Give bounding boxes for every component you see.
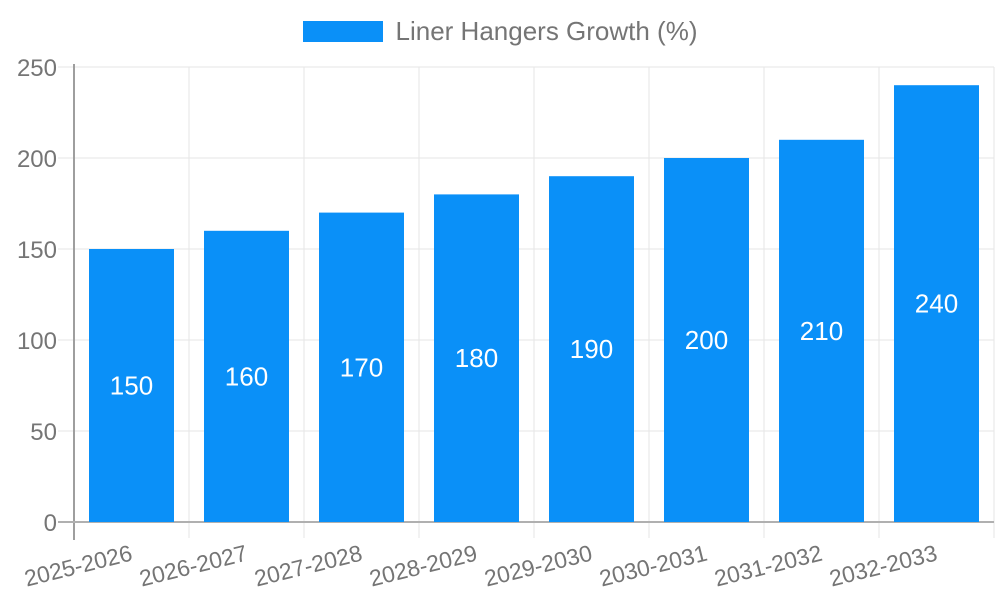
- y-tick-label: 200: [17, 146, 57, 173]
- x-tick-label: 2030-2031: [597, 540, 710, 592]
- y-tick-label: 150: [17, 237, 57, 264]
- x-tick-label: 2026-2027: [137, 540, 250, 592]
- x-tick-label: 2029-2030: [482, 540, 595, 592]
- x-tick-label: 2031-2032: [712, 540, 825, 592]
- bar-2026-2027[interactable]: [204, 230, 289, 523]
- bar-value-label: 170: [340, 352, 383, 382]
- y-tick-label: 250: [17, 55, 57, 82]
- bar-2029-2030[interactable]: [549, 176, 634, 522]
- bar-2028-2029[interactable]: [434, 194, 519, 522]
- bar-2032-2033[interactable]: [894, 85, 979, 522]
- bar-value-label: 200: [685, 325, 728, 355]
- legend-item[interactable]: Liner Hangers Growth (%): [302, 16, 698, 46]
- bar-value-label: 150: [110, 371, 153, 401]
- bar-2030-2031[interactable]: [664, 158, 749, 522]
- bar-value-label: 210: [800, 316, 843, 346]
- bar-2025-2026[interactable]: [89, 249, 174, 522]
- bar-value-label: 180: [455, 343, 498, 373]
- x-tick-label: 2032-2033: [827, 540, 940, 592]
- bar-2027-2028[interactable]: [319, 212, 404, 522]
- bar-value-label: 160: [225, 361, 268, 391]
- bar-value-label: 240: [915, 289, 958, 319]
- x-tick-label: 2028-2029: [367, 540, 480, 592]
- bar-2031-2032[interactable]: [779, 139, 864, 523]
- y-tick-label: 0: [44, 510, 57, 537]
- bar-value-label: 190: [570, 334, 613, 364]
- legend: Liner Hangers Growth (%): [0, 18, 1000, 44]
- x-tick-label: 2025-2026: [22, 540, 135, 592]
- legend-swatch: [302, 20, 383, 42]
- y-tick-label: 50: [30, 419, 57, 446]
- y-tick-label: 100: [17, 328, 57, 355]
- x-tick-label: 2027-2028: [252, 540, 365, 592]
- legend-label: Liner Hangers Growth (%): [395, 16, 698, 46]
